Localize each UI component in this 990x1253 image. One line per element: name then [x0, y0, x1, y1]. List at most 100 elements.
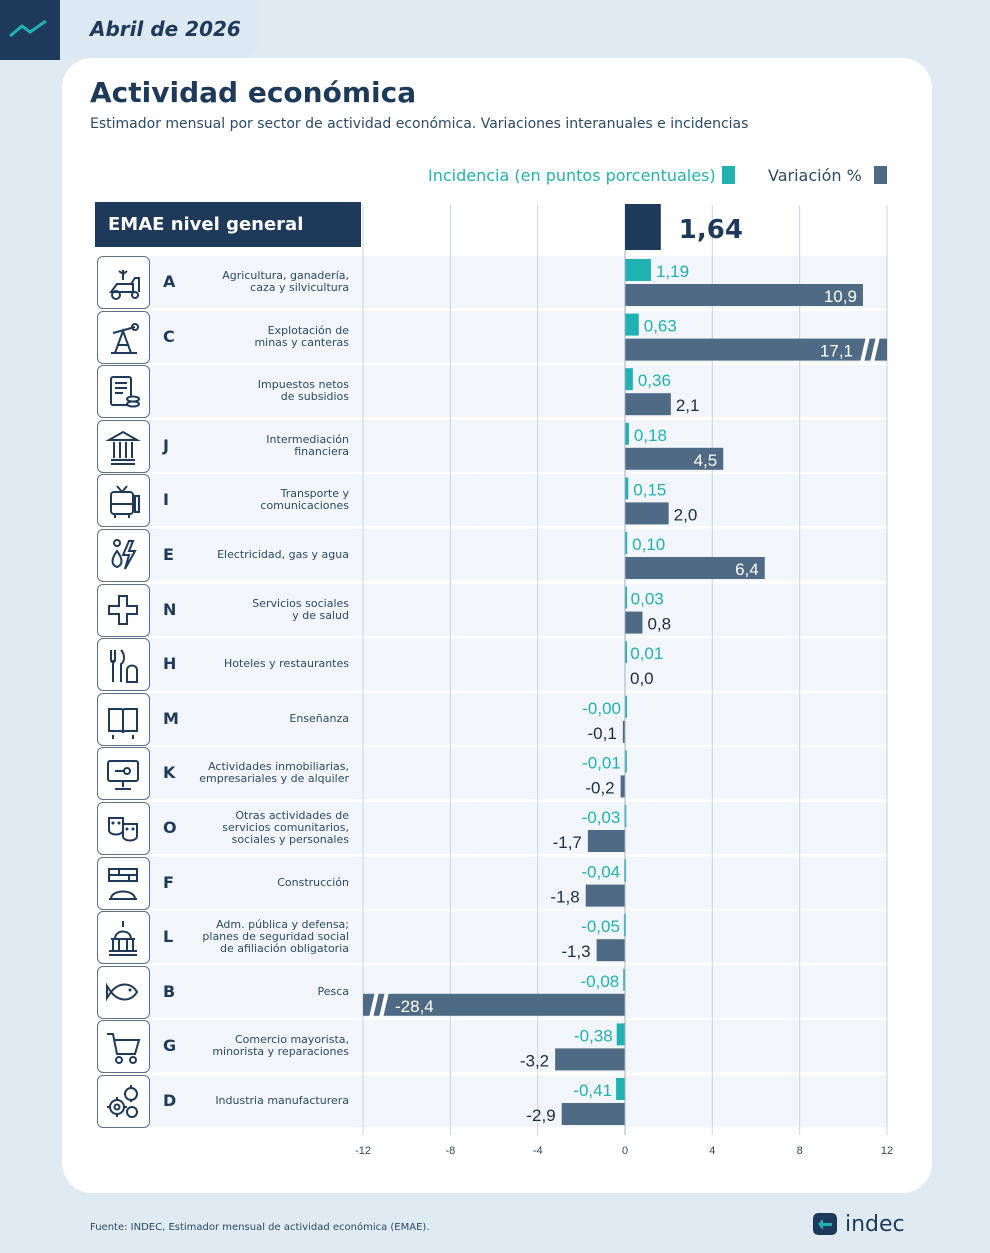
- sector-label: Transporte y comunicaciones: [260, 487, 349, 513]
- sector-row: [150, 365, 888, 418]
- sector-code: C: [163, 326, 175, 346]
- variation-label: 2,1: [676, 396, 700, 415]
- sector-icon-box: [97, 474, 150, 528]
- legend-variation: Variación %: [768, 166, 887, 185]
- variation-bar: [585, 884, 625, 907]
- sector-label: Servicios sociales y de salud: [252, 596, 349, 622]
- sector-label: Enseñanza: [289, 711, 349, 725]
- sector-icon-box: [97, 1075, 150, 1128]
- sector-icon-box: [97, 256, 150, 309]
- variation-bar: [622, 720, 625, 743]
- sector-label: Otras actividades de servicios comunitari…: [222, 809, 349, 846]
- sector-icon-box: [97, 692, 150, 746]
- trend-logo: [0, 0, 60, 60]
- variation-label: -1,8: [550, 888, 579, 907]
- oil-pump-icon: [111, 322, 139, 354]
- sector-icon-box: [97, 965, 150, 1019]
- sector-row: [150, 1075, 888, 1127]
- variation-label: -2,9: [526, 1106, 555, 1125]
- variation-label: 6,4: [735, 560, 759, 579]
- sector-label: Impuestos netos de subsidios: [257, 378, 349, 404]
- emae-general-header: EMAE nivel general: [95, 202, 361, 247]
- tick-label: 8: [797, 1145, 803, 1157]
- fish-icon: [106, 982, 139, 1002]
- utilities-icon: [111, 539, 137, 570]
- incidence-bar: [616, 1023, 625, 1046]
- sector-code: G: [163, 1036, 177, 1056]
- date-tab: Abril de 2026: [60, 0, 260, 58]
- sector-row: [150, 474, 888, 527]
- variation-bar: [625, 557, 765, 579]
- variation-bar: [561, 1103, 625, 1125]
- source-note: Fuente: INDEC, Estimador mensual de acti…: [90, 1222, 430, 1233]
- sector-code: D: [163, 1091, 177, 1110]
- variation-label: -3,2: [520, 1051, 549, 1070]
- sector-icon-box: [97, 419, 150, 473]
- sector-row: [150, 747, 888, 800]
- sector-icon-box: [97, 802, 150, 855]
- sector-row: [150, 802, 888, 854]
- emae-general-label: EMAE nivel general: [108, 214, 304, 235]
- variation-label: -1,3: [561, 942, 590, 961]
- indec-brand-text: indec: [845, 1212, 905, 1237]
- theater-masks-icon: [108, 817, 138, 842]
- incidence-bar: [625, 695, 627, 718]
- sector-label: Comercio mayorista, minorista y reparacio…: [212, 1033, 349, 1059]
- variation-bar: [596, 939, 625, 962]
- incidence-bar: [616, 1078, 625, 1100]
- sector-icon-box: [97, 911, 150, 965]
- sector-row: [150, 1020, 888, 1073]
- incidence-label: 0,15: [633, 480, 666, 499]
- sector-code: K: [163, 763, 176, 783]
- tick-label: -4: [533, 1145, 543, 1157]
- tractor-icon: [109, 270, 140, 300]
- tick-label: -8: [445, 1145, 455, 1157]
- sector-icon-box: [97, 1020, 150, 1074]
- legend-incidence-swatch: [721, 166, 735, 184]
- incidence-label: -0,04: [581, 863, 620, 882]
- incidence-label: 0,18: [634, 426, 667, 445]
- incidence-label: 1,19: [656, 262, 689, 281]
- legend-variation-swatch: [873, 166, 887, 184]
- sector-icon-box: [97, 583, 150, 637]
- sector-icon-box: [97, 365, 150, 419]
- indec-brand-icon: [813, 1213, 837, 1235]
- sector-row: [150, 638, 888, 691]
- incidence-bar: [624, 750, 627, 773]
- incidence-label: -0,41: [573, 1081, 612, 1100]
- sector-row: [150, 911, 888, 964]
- variation-bar: [625, 393, 671, 416]
- indec-logo: indec: [812, 1210, 905, 1242]
- sector-icon-box: [97, 529, 150, 582]
- variation-label: -0,2: [585, 778, 614, 797]
- capitol-icon: [109, 921, 137, 957]
- incidence-label: -0,08: [581, 972, 620, 991]
- sector-label: Hoteles y restaurantes: [224, 657, 349, 671]
- axis-break-mark: [369, 991, 389, 1019]
- variation-label: 0,0: [630, 669, 654, 688]
- sector-label: Construcción: [277, 875, 349, 889]
- gears-icon: [107, 1085, 138, 1118]
- sector-label: Agricultura, ganadería, caza y silvicultu…: [222, 269, 349, 294]
- total-bar: [625, 204, 661, 250]
- sector-code: H: [163, 654, 177, 674]
- date-label: Abril de 2026: [90, 17, 241, 41]
- bus-icon: [110, 485, 140, 519]
- incidence-bar: [625, 422, 629, 445]
- bank-icon: [105, 430, 141, 465]
- variation-bar: [625, 284, 863, 306]
- incidence-bar: [625, 368, 633, 391]
- page-subtitle: Estimador mensual por sector de activida…: [90, 116, 749, 132]
- incidence-label: 0,03: [631, 590, 664, 609]
- sector-icon-box: [97, 310, 150, 364]
- incidence-bar: [623, 968, 626, 991]
- variation-bar: [625, 338, 887, 361]
- sector-row: [150, 529, 888, 581]
- incidence-label: 0,01: [630, 644, 663, 663]
- incidence-label: 0,10: [632, 535, 665, 554]
- sector-label: Explotación de minas y canteras: [254, 323, 349, 349]
- variation-label: -0,1: [588, 724, 617, 743]
- incidence-label: 0,36: [638, 371, 671, 390]
- variation-label: 17,1: [820, 342, 853, 361]
